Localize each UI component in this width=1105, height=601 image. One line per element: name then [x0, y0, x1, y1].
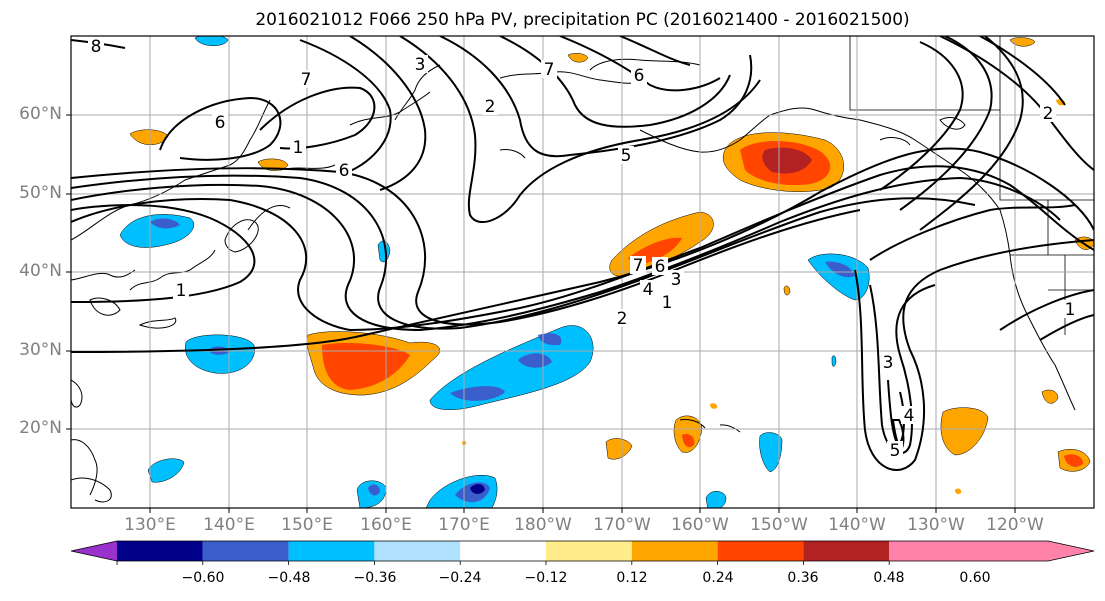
precip-area: [682, 434, 695, 448]
tick-marks: [66, 114, 1016, 513]
colorbar-tick-label: 0.24: [702, 570, 734, 586]
contour-label: 1: [176, 281, 187, 301]
precip-area: [150, 218, 180, 229]
contour-label: 4: [904, 406, 915, 426]
latitude-label: 20°N: [19, 418, 62, 438]
longitude-label: 180°W: [514, 515, 572, 535]
longitude-label: 130°W: [907, 515, 965, 535]
longitude-label: 160°E: [360, 515, 412, 535]
precip-area: [1064, 454, 1084, 467]
colorbar-tick-label: 0.12: [616, 570, 648, 586]
contour-label: 8: [91, 37, 102, 57]
contour-label: 2: [485, 97, 496, 117]
colorbar-segment: [71, 541, 117, 561]
longitude-label: 140°W: [828, 515, 886, 535]
colorbar-segment: [460, 541, 546, 561]
colorbar-tick-label: −0.36: [353, 570, 397, 586]
precip-area: [470, 484, 485, 494]
precip-area: [831, 355, 837, 367]
longitude-label: 170°E: [438, 515, 490, 535]
colorbar-segment: [803, 541, 890, 561]
contour-label: 3: [671, 270, 682, 290]
colorbar-tick-label: −0.60: [181, 570, 225, 586]
contour-label: 7: [544, 60, 555, 80]
colorbar-segment: [117, 541, 203, 561]
precip-area: [605, 438, 633, 460]
contour-label: 7: [633, 256, 644, 276]
longitude-label: 120°W: [986, 515, 1044, 535]
contour-label: 2: [617, 309, 628, 329]
precip-area: [807, 253, 870, 301]
contour-label: 1: [293, 138, 304, 158]
colorbar-tick-label: −0.48: [267, 570, 311, 586]
precip-area: [762, 147, 812, 174]
colorbar-tick-label: 0.48: [873, 570, 905, 586]
precip-area: [1041, 389, 1059, 404]
colorbar-tick-label: −0.24: [438, 570, 482, 586]
precip-area: [955, 488, 962, 494]
precip-area: [673, 415, 703, 453]
colorbar-segment: [889, 541, 1094, 561]
precip-area: [322, 343, 410, 390]
colorbar-segment: [631, 541, 718, 561]
map-title: 2016021012 F066 250 hPa PV, precipitatio…: [255, 10, 910, 30]
colorbar-tick-label: −0.12: [524, 570, 568, 586]
colorbar-segment: [717, 541, 804, 561]
precip-area: [567, 53, 589, 63]
colorbar-tick-label: 0.36: [787, 570, 819, 586]
contour-label: 3: [415, 55, 426, 75]
colorbar: [70, 540, 1095, 565]
graticule: [71, 36, 1094, 508]
longitude-label: 150°E: [281, 515, 333, 535]
precip-area: [538, 333, 562, 346]
contour-label: 5: [890, 441, 901, 461]
colorbar-segment: [374, 541, 461, 561]
contour-label: 5: [621, 146, 632, 166]
precip-area: [710, 403, 718, 409]
longitude-label: 140°E: [203, 515, 255, 535]
political-borders: [849, 36, 1094, 335]
latitude-label: 30°N: [19, 340, 62, 360]
contour-labels: 8 7 6 1 6 3 2 7 6 5 1 7 6 4 3 2 1 3 4 5 …: [88, 37, 1078, 461]
latitude-label: 40°N: [19, 261, 62, 281]
precip-area: [705, 491, 727, 508]
contour-label: 4: [643, 280, 654, 300]
contour-label: 7: [301, 70, 312, 90]
contour-label: 1: [1065, 300, 1076, 320]
precip-area: [194, 36, 229, 46]
map-plot-area: 8 7 6 1 6 3 2 7 6 5 1 7 6 4 3 2 1 3 4 5 …: [71, 36, 1094, 508]
colorbar-segment: [288, 541, 375, 561]
longitude-label: 150°W: [750, 515, 808, 535]
precip-area: [1009, 37, 1036, 47]
longitude-label: 160°W: [671, 515, 729, 535]
latitude-label: 50°N: [19, 183, 62, 203]
contour-label: 6: [339, 161, 350, 181]
colorbar-segment: [202, 541, 289, 561]
contour-label: 6: [634, 66, 645, 86]
contour-label: 2: [1043, 104, 1054, 124]
longitude-label: 170°W: [593, 515, 651, 535]
latitude-label: 60°N: [19, 104, 62, 124]
precip-area: [783, 285, 791, 296]
precip-area: [368, 484, 380, 496]
contour-label: 3: [883, 353, 894, 373]
colorbar-tick-label: 0.60: [959, 570, 991, 586]
colorbar-segment: [546, 541, 632, 561]
precip-area: [147, 458, 185, 483]
contour-label: 6: [215, 113, 226, 133]
precip-area: [825, 261, 855, 278]
contour-label: 1: [662, 293, 673, 313]
longitude-label: 130°E: [124, 515, 176, 535]
precip-area: [940, 407, 989, 456]
contour-label: 6: [655, 257, 666, 277]
